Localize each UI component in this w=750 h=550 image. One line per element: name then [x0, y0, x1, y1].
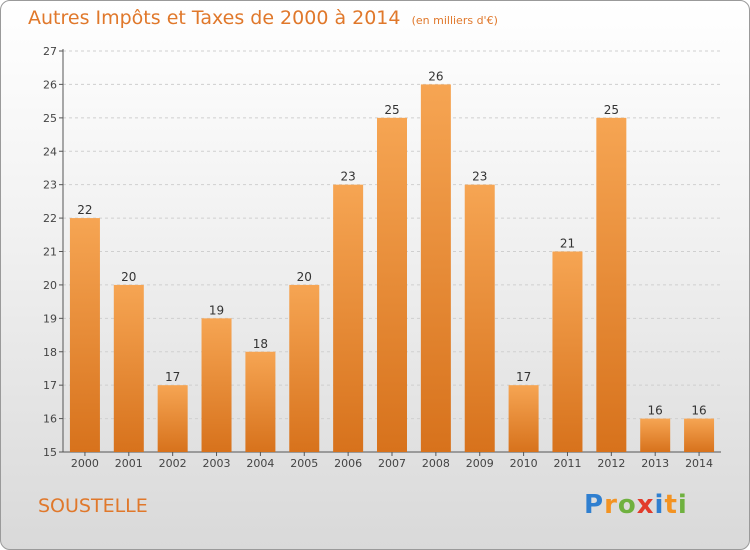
chart-subtitle: (en milliers d'€) [411, 14, 498, 27]
y-tick-label: 17 [43, 379, 57, 392]
bar-value-label: 17 [165, 370, 180, 384]
logo-letter: i [654, 490, 665, 520]
y-tick-label: 25 [43, 112, 57, 125]
bar-value-label: 23 [472, 170, 487, 184]
bar [157, 385, 188, 452]
bar [464, 184, 495, 452]
x-tick-label: 2000 [71, 457, 99, 470]
bar [552, 251, 583, 452]
bar [333, 184, 364, 452]
bar-value-label: 25 [384, 103, 399, 117]
bar-value-label: 23 [340, 170, 355, 184]
logo-letter: t [664, 490, 678, 520]
x-tick-label: 2013 [641, 457, 669, 470]
x-tick-label: 2009 [466, 457, 494, 470]
location-name: SOUSTELLE [38, 495, 148, 517]
y-tick-label: 15 [43, 446, 57, 459]
bar-value-label: 26 [428, 69, 443, 83]
title-row: Autres Impôts et Taxes de 2000 à 2014 (e… [28, 7, 498, 29]
bar [640, 418, 671, 452]
y-tick-label: 21 [43, 246, 57, 259]
logo-letter: o [617, 490, 637, 520]
x-tick-label: 2011 [553, 457, 581, 470]
axes: 15 16 17 18 19 20 21 22 23 24 25 26 27 2000 2001 2002 20… [43, 45, 721, 470]
bar [113, 284, 144, 452]
proxiti-logo: Proxiti [584, 490, 688, 520]
bar-value-label: 22 [77, 203, 92, 217]
bar [289, 284, 320, 452]
x-tick-label: 2005 [290, 457, 318, 470]
x-tick-label: 2012 [597, 457, 625, 470]
x-tick-label: 2007 [378, 457, 406, 470]
x-tick-label: 2003 [203, 457, 231, 470]
logo-letter: P [584, 490, 605, 520]
x-tick-label: 2014 [685, 457, 713, 470]
y-tick-label: 20 [43, 279, 57, 292]
x-tick-label: 2004 [246, 457, 274, 470]
chart-title: Autres Impôts et Taxes de 2000 à 2014 [28, 7, 401, 29]
x-tick-label: 2010 [510, 457, 538, 470]
bar [420, 84, 451, 453]
bar-value-label: 20 [121, 270, 136, 284]
bar-value-label: 25 [604, 103, 619, 117]
logo-letter: r [604, 490, 618, 520]
x-tick-label: 2002 [159, 457, 187, 470]
y-tick-label: 22 [43, 212, 57, 225]
bar-value-label: 17 [516, 370, 531, 384]
x-tick-label: 2008 [422, 457, 450, 470]
bar [201, 318, 232, 452]
bar [684, 418, 715, 452]
bar [596, 117, 627, 452]
bar-value-label: 16 [648, 404, 663, 418]
bar-value-label: 20 [297, 270, 312, 284]
bar [377, 117, 407, 452]
x-tick-label: 2001 [115, 457, 143, 470]
y-tick-label: 27 [43, 45, 57, 58]
logo-letter: x [636, 490, 655, 520]
x-tick-label: 2006 [334, 457, 362, 470]
bar-value-label: 16 [691, 404, 706, 418]
bar [508, 385, 539, 452]
y-tick-label: 18 [43, 346, 57, 359]
bar-value-label: 18 [253, 337, 268, 351]
logo-letter: i [677, 490, 688, 520]
y-tick-label: 23 [43, 179, 57, 192]
bar [245, 351, 276, 452]
y-tick-label: 24 [43, 145, 57, 158]
data-labels: 22 20 17 19 18 20 23 25 26 23 17 21 25 16 16 [77, 69, 706, 417]
bar-value-label: 21 [560, 237, 575, 251]
bar-value-label: 19 [209, 303, 224, 317]
y-tick-label: 16 [43, 413, 57, 426]
y-tick-label: 26 [43, 78, 57, 91]
bars [69, 84, 715, 453]
y-tick-label: 19 [43, 312, 57, 325]
bar [69, 218, 100, 452]
